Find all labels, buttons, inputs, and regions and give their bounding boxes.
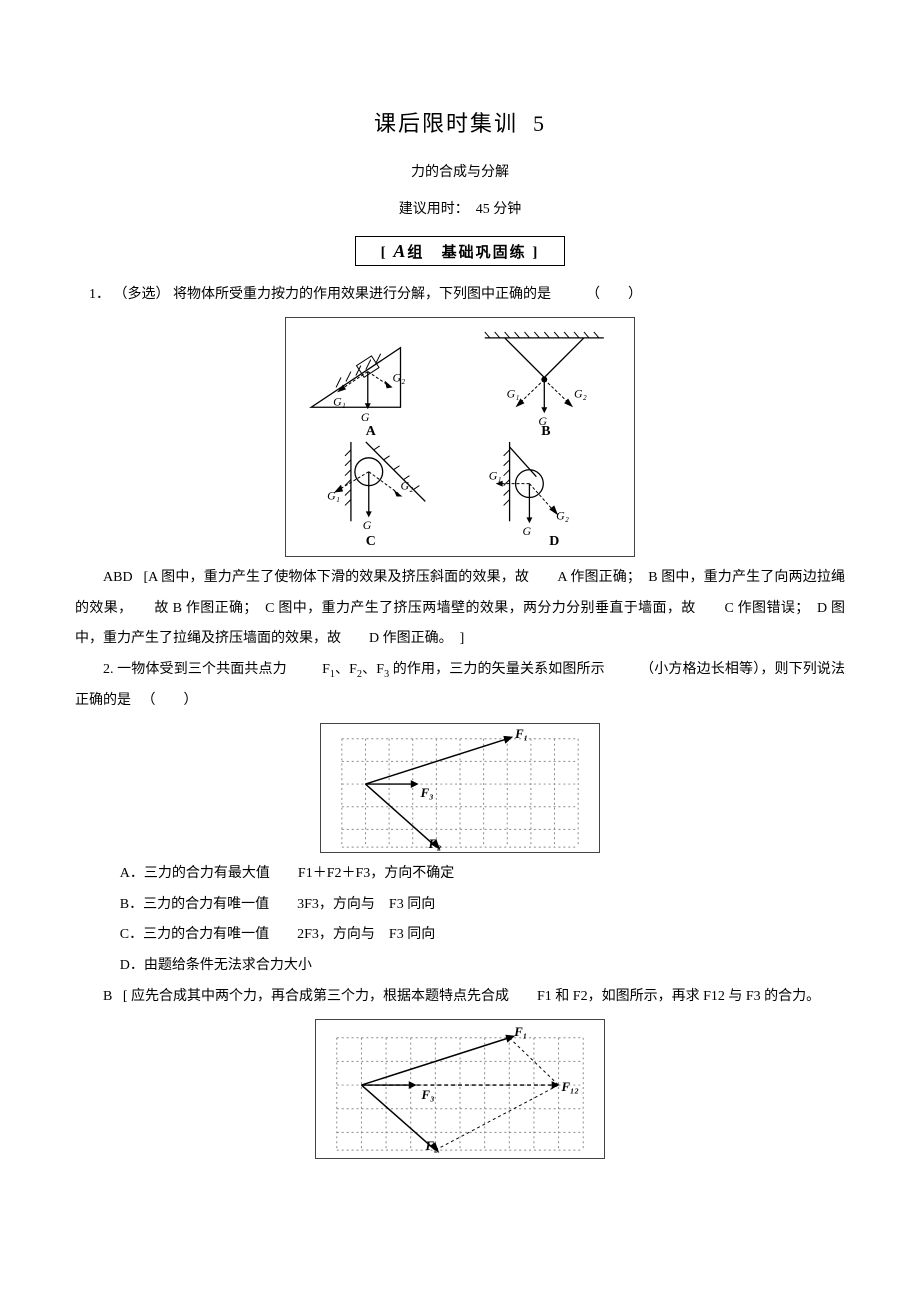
q2-answer-label: B <box>103 989 112 1004</box>
svg-text:F₃: F₃ <box>420 786 434 800</box>
q1-answer-label: ABD <box>103 570 133 585</box>
svg-text:G₂: G₂ <box>556 508 569 522</box>
svg-text:G₁: G₁ <box>333 394 346 408</box>
q1-explain: [A 图中，重力产生了使物体下滑的效果及挤压斜面的效果，故 A 作图正确； B … <box>75 570 845 647</box>
q2-answer: B [ 应先合成其中两个力，再合成第三个力，根据本题特点先合成 F1 和 F2，… <box>75 982 845 1013</box>
svg-text:F₁: F₁ <box>513 1025 527 1039</box>
badge-group: 组 <box>407 245 424 261</box>
q2-option-b: B．三力的合力有唯一值 3F3，方向与 F3 同向 <box>120 890 845 921</box>
q2-option-a: A．三力的合力有最大值 F1＋F2＋F3，方向不确定 <box>120 859 845 890</box>
badge-label: 基础巩固练 <box>442 245 527 261</box>
q1-stem: 1． （多选） 将物体所受重力按力的作用效果进行分解，下列图中正确的是 （ ） <box>75 280 845 311</box>
svg-text:C: C <box>366 534 376 549</box>
svg-text:F₃: F₃ <box>421 1088 435 1102</box>
group-badge: [ A组 基础巩固练 ] <box>355 236 565 266</box>
q1-answer: ABD [A 图中，重力产生了使物体下滑的效果及挤压斜面的效果，故 A 作图正确… <box>75 563 845 655</box>
svg-text:F₂: F₂ <box>425 1139 439 1153</box>
svg-text:A: A <box>366 424 376 439</box>
q2-option-c: C．三力的合力有唯一值 2F3，方向与 F3 同向 <box>120 920 845 951</box>
q1-paren: （ ） <box>586 287 642 302</box>
q2-stem-b: 的作用，三力的矢量关系如图所示 <box>393 662 605 677</box>
q2-option-d: D．由题给条件无法求合力大小 <box>120 951 845 982</box>
svg-text:G: G <box>522 524 531 538</box>
q2-stem-a: 一物体受到三个共面共点力 <box>117 662 287 677</box>
time-hint-prefix: 建议用时： <box>399 202 469 217</box>
svg-text:B: B <box>541 424 550 439</box>
title-number: 5 <box>533 111 546 136</box>
q2-paren: （ ） <box>142 693 198 708</box>
badge-letter: A <box>393 241 407 261</box>
time-hint-value: 45 分钟 <box>476 202 522 217</box>
q1-tag: （多选） <box>114 287 170 302</box>
svg-text:G: G <box>361 410 370 424</box>
svg-text:F₂: F₂ <box>427 837 441 851</box>
svg-text:D: D <box>549 534 559 549</box>
svg-text:G₁: G₁ <box>489 468 502 482</box>
q2-explain: [ 应先合成其中两个力，再合成第三个力，根据本题特点先合成 F1 和 F2，如图… <box>123 989 820 1004</box>
page-title: 课后限时集训 5 <box>75 100 845 148</box>
svg-text:F₁: F₁ <box>514 727 528 741</box>
figure-q2: F₁ F₃ F₂ <box>320 723 600 853</box>
q2-options: A．三力的合力有最大值 F1＋F2＋F3，方向不确定 B．三力的合力有唯一值 3… <box>120 859 845 982</box>
q1-text: 将物体所受重力按力的作用效果进行分解，下列图中正确的是 <box>173 287 551 302</box>
svg-text:F₁₂: F₁₂ <box>561 1080 579 1094</box>
svg-text:G₂: G₂ <box>393 370 406 384</box>
figure-q2-solution: F₁ F₃ F₂ F₁₂ <box>315 1019 605 1159</box>
svg-text:G₁: G₁ <box>327 488 340 502</box>
svg-text:G₂: G₂ <box>401 478 414 492</box>
q2-number: 2. <box>103 662 114 677</box>
time-hint: 建议用时： 45 分钟 <box>75 195 845 226</box>
q2-note: （小方格边长相等） <box>640 662 760 677</box>
q2-stem: 2. 一物体受到三个共面共点力 F1、F2、F3 的作用，三力的矢量关系如图所示… <box>75 655 845 717</box>
svg-text:G: G <box>363 518 372 532</box>
title-prefix: 课后限时集训 <box>374 111 518 136</box>
svg-text:G₁: G₁ <box>507 386 520 400</box>
figure-q1: G₁ G₂ G A G₁ G₂ G B <box>285 317 635 557</box>
subtitle: 力的合成与分解 <box>75 158 845 189</box>
svg-text:G₂: G₂ <box>574 386 587 400</box>
q1-number: 1． <box>89 287 110 302</box>
